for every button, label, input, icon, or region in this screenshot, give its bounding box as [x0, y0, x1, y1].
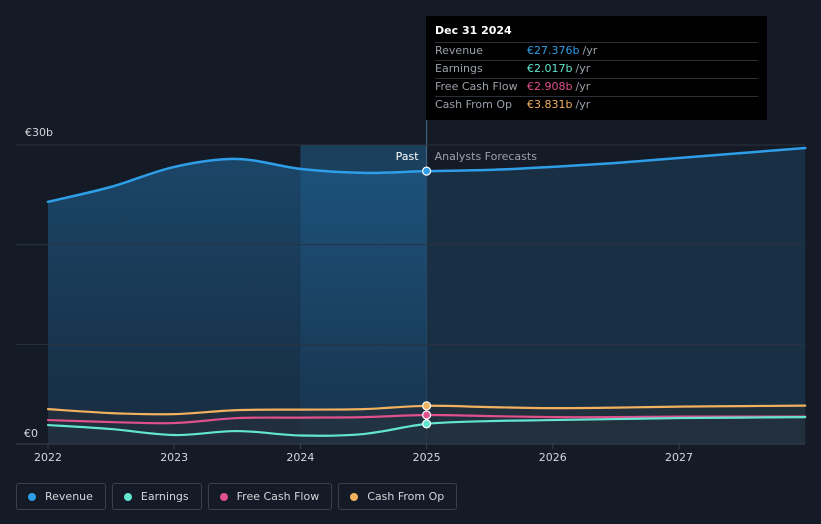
legend-label: Cash From Op: [367, 490, 445, 503]
legend-dot-icon: [123, 492, 132, 501]
tooltip-label: Free Cash Flow: [435, 80, 518, 93]
tooltip-row-revenue: Revenue €27.376b /yr: [435, 42, 758, 60]
legend-label: Revenue: [45, 490, 93, 503]
tooltip-value: €2.908b: [527, 80, 573, 93]
tooltip-value: €27.376b: [527, 44, 580, 57]
marker-free-cash-flow: [422, 410, 432, 420]
marker-revenue: [422, 166, 432, 176]
tooltip-row-cash-from-op: Cash From Op €3.831b /yr: [435, 96, 758, 114]
x-tick-label: 2027: [665, 451, 693, 464]
legend-label: Earnings: [140, 490, 189, 503]
x-tick-label: 2025: [413, 451, 441, 464]
revenue-area-past: [48, 158, 427, 444]
legend-item-revenue[interactable]: Revenue: [16, 483, 106, 510]
legend-dot-icon: [28, 492, 36, 501]
revenue-area-forecast: [426, 147, 806, 444]
tooltip-label: Earnings: [435, 62, 483, 75]
tooltip-label: Cash From Op: [435, 98, 513, 111]
x-tick-label: 2026: [539, 451, 567, 464]
tooltip-row-free-cash-flow: Free Cash Flow €2.908b /yr: [435, 78, 758, 96]
legend-label: Free Cash Flow: [236, 490, 320, 503]
tooltip-unit: /yr: [575, 80, 591, 93]
x-tick-label: 2022: [34, 451, 62, 464]
forecast-label: Analysts Forecasts: [435, 150, 538, 163]
legend-item-cash-from-op[interactable]: Cash From Op: [338, 483, 458, 510]
tooltip-date: Dec 31 2024: [435, 24, 512, 37]
tooltip-value: €3.831b: [527, 98, 573, 111]
past-label: Past: [396, 150, 420, 163]
legend-item-earnings[interactable]: Earnings: [111, 483, 202, 510]
tooltip-panel: Dec 31 2024 Revenue €27.376b /yr Earning…: [426, 16, 767, 120]
tooltip-label: Revenue: [435, 44, 483, 57]
marker-cash-from-op: [422, 401, 432, 411]
legend: Revenue Earnings Free Cash Flow Cash Fro…: [16, 483, 458, 510]
tooltip-unit: /yr: [575, 98, 591, 111]
legend-item-free-cash-flow[interactable]: Free Cash Flow: [207, 483, 333, 510]
y-tick-label-zero: €0: [24, 427, 38, 440]
tooltip-row-earnings: Earnings €2.017b /yr: [435, 60, 758, 78]
x-tick-label: 2024: [286, 451, 314, 464]
tooltip-unit: /yr: [575, 62, 591, 75]
tooltip-value: €2.017b: [527, 62, 573, 75]
legend-dot-icon: [350, 492, 359, 501]
y-tick-label-top: €30b: [25, 126, 53, 139]
marker-earnings: [422, 419, 432, 429]
x-tick-label: 2023: [160, 451, 188, 464]
legend-dot-icon: [219, 492, 228, 501]
tooltip-unit: /yr: [582, 44, 598, 57]
